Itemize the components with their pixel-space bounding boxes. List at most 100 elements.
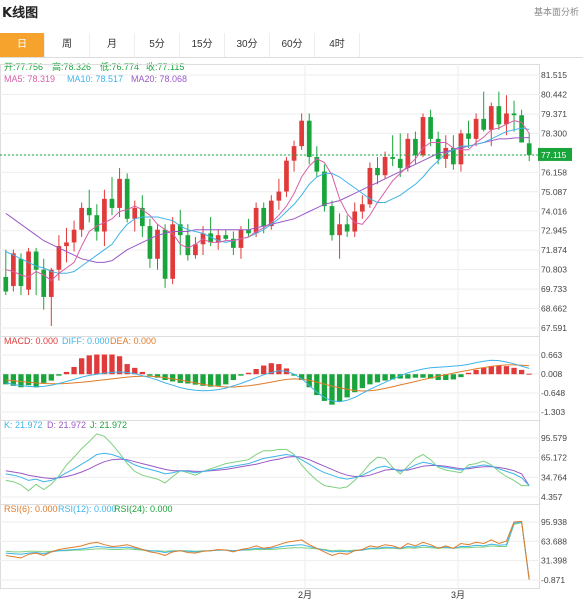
- candle-body: [94, 215, 100, 232]
- macd-bar: [230, 374, 237, 381]
- macd-bar: [374, 374, 381, 383]
- macd-bar: [223, 374, 229, 385]
- candle-body: [322, 171, 327, 207]
- candle-body: [276, 191, 282, 201]
- y-tick-label: 79.371: [541, 109, 567, 119]
- y-tick-label: 68.662: [541, 304, 567, 314]
- candle-body: [519, 115, 524, 143]
- macd-bar: [170, 374, 176, 382]
- macd-bar: [56, 374, 62, 376]
- tab-1[interactable]: 日: [0, 33, 45, 57]
- macd-bar: [207, 374, 214, 387]
- candle-body: [11, 253, 16, 287]
- tab-5[interactable]: 15分: [180, 33, 225, 57]
- info-low: 低:76.774: [100, 61, 139, 72]
- macd-bar: [154, 374, 161, 378]
- y-tick-label: 71.874: [541, 245, 567, 255]
- macd-bar: [450, 374, 457, 380]
- x-tick-label: 2月: [298, 590, 312, 600]
- candle-body: [359, 204, 365, 212]
- info-rsi12: RSI(12): 0.000: [58, 504, 117, 514]
- candle-body: [488, 106, 494, 130]
- info-diff: DIFF: 0.000: [62, 336, 110, 346]
- y-tick-label: 80.442: [541, 89, 567, 99]
- candle-body: [420, 117, 426, 156]
- macd-bar: [298, 374, 305, 381]
- x-tick-label: 3月: [451, 590, 465, 600]
- tab-3[interactable]: 月: [90, 33, 135, 57]
- rsi-panel-frame: [0, 504, 540, 589]
- macd-bar: [390, 374, 396, 380]
- ma20-line: [5, 137, 530, 263]
- candle-body: [3, 276, 9, 292]
- y-tick-label: 4.357: [541, 492, 563, 502]
- tab-2[interactable]: 周: [45, 33, 90, 57]
- macd-bar: [329, 374, 335, 405]
- macd-bar: [435, 374, 441, 381]
- candle-body: [132, 207, 138, 219]
- candle-body: [253, 207, 259, 234]
- candle-body: [481, 118, 487, 130]
- candle-body: [33, 251, 39, 270]
- candle-body: [284, 160, 289, 192]
- y-tick-label: 67.591: [541, 323, 567, 333]
- y-tick-label: 95.938: [541, 517, 567, 527]
- candle-body: [526, 143, 532, 155]
- y-tick-label: 81.515: [541, 70, 567, 80]
- k-line: [5, 452, 530, 486]
- fundamental-analysis-link[interactable]: 基本面分析: [533, 7, 579, 17]
- macd-bar: [488, 366, 494, 375]
- macd-bar: [291, 374, 297, 376]
- candle-body: [458, 133, 464, 165]
- candle-body: [504, 113, 509, 125]
- macd-bar: [25, 374, 32, 386]
- y-tick-label: 34.764: [541, 472, 567, 482]
- macd-bar: [132, 367, 138, 375]
- macd-bar: [162, 374, 168, 381]
- candle-body: [147, 226, 153, 259]
- kdj-panel-frame: [0, 420, 540, 505]
- tab-7[interactable]: 60分: [270, 33, 315, 57]
- candle-body: [496, 106, 502, 125]
- rsi24-line: [5, 521, 530, 580]
- candle-body: [306, 120, 312, 158]
- tab-8[interactable]: 4时: [315, 33, 360, 57]
- y-tick-label: 63.688: [541, 536, 567, 546]
- macd-bar: [41, 374, 47, 383]
- ma10-line: [5, 127, 530, 274]
- candle-body: [18, 258, 24, 287]
- candle-body: [193, 244, 198, 256]
- macd-bar: [443, 374, 449, 381]
- period-tabs: 日周月 5分 15分 30分 60分 4时: [0, 33, 583, 58]
- macd-bar: [124, 364, 130, 375]
- macd-bar: [465, 372, 472, 375]
- y-tick-label: 95.579: [541, 433, 567, 443]
- y-tick-label: 65.172: [541, 453, 567, 463]
- last-price-label: 77.115: [541, 150, 567, 160]
- macd-bar: [215, 374, 221, 386]
- macd-bar: [94, 354, 100, 375]
- macd-bar: [245, 372, 252, 375]
- tab-4[interactable]: 5分: [135, 33, 180, 57]
- candle-body: [314, 157, 320, 172]
- macd-panel-frame: [0, 336, 540, 421]
- candle-body: [344, 224, 350, 232]
- candle-body: [109, 198, 115, 208]
- macd-bar: [412, 374, 419, 378]
- info-close: 收:77.115: [146, 61, 184, 72]
- y-tick-label: -0.648: [541, 388, 565, 398]
- y-tick-label: 70.803: [541, 265, 567, 275]
- macd-bar: [33, 374, 39, 388]
- macd-bar: [321, 374, 328, 401]
- candle-body: [223, 235, 229, 239]
- y-tick-label: 76.158: [541, 167, 567, 177]
- y-tick-label: -0.871: [541, 575, 565, 585]
- candle-body: [473, 118, 479, 139]
- macd-bar: [48, 374, 54, 381]
- candle-body: [246, 229, 251, 234]
- tab-6[interactable]: 30分: [225, 33, 270, 57]
- candle-body: [390, 157, 396, 159]
- macd-bar: [177, 374, 183, 383]
- top-bar: K线图 基本面分析: [0, 0, 583, 22]
- macd-bar: [420, 374, 426, 378]
